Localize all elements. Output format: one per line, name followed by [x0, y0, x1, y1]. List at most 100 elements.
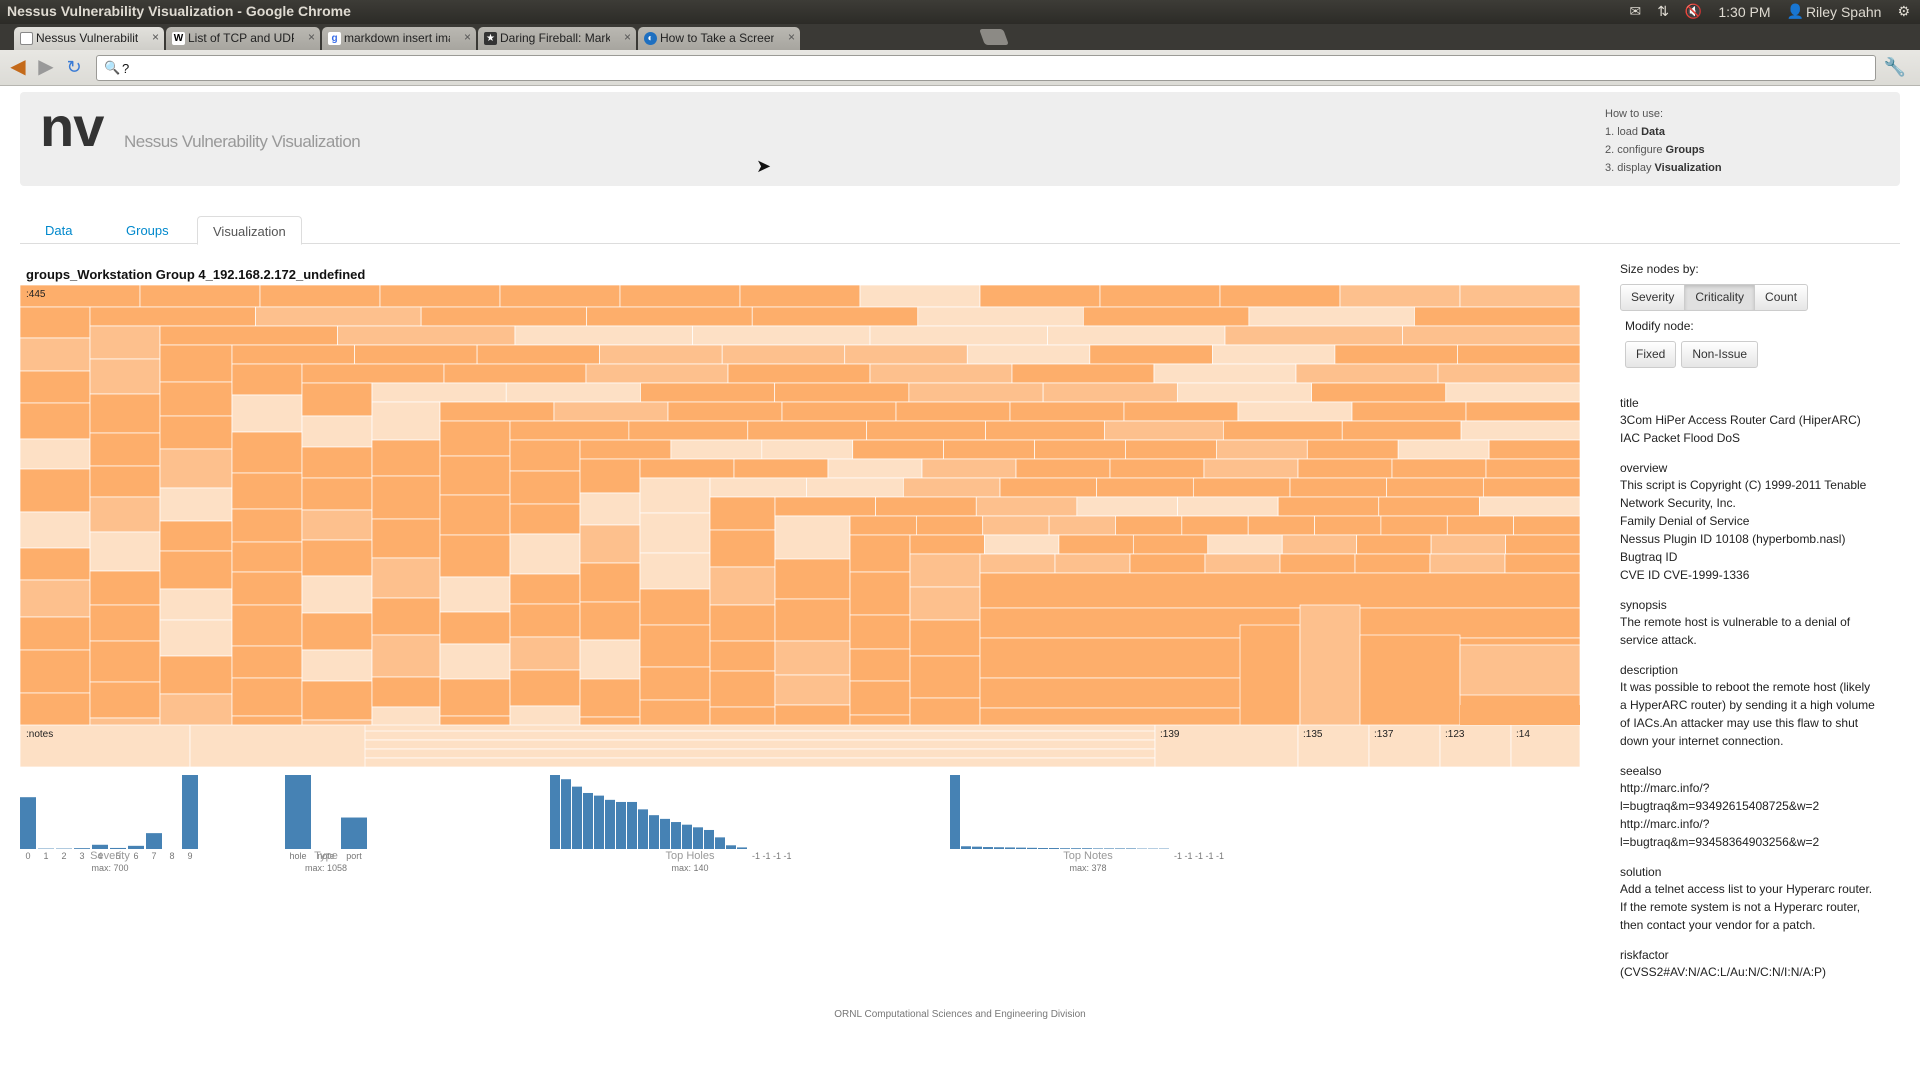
non-issue-button[interactable]: Non-Issue	[1681, 341, 1759, 368]
size-criticality-button[interactable]: Criticality	[1684, 284, 1756, 311]
user-icon[interactable]: 👤	[1786, 3, 1804, 19]
chart-bar[interactable]	[1082, 848, 1092, 849]
wrench-icon[interactable]: 🔧	[1883, 57, 1906, 77]
chart-bar[interactable]	[550, 775, 560, 849]
chart-bar[interactable]	[972, 846, 982, 849]
treemap-cell	[1009, 401, 1125, 422]
chart-bar[interactable]	[682, 824, 692, 849]
chart-bar[interactable]	[341, 817, 367, 849]
close-icon[interactable]: ×	[463, 30, 471, 44]
address-bar[interactable]: 🔍 ?	[96, 55, 1876, 81]
chart-bar[interactable]	[983, 847, 993, 849]
treemap-cell	[739, 285, 861, 308]
size-severity-button[interactable]: Severity	[1620, 284, 1686, 311]
chart-bar[interactable]	[110, 847, 126, 849]
treemap[interactable]	[20, 285, 1580, 725]
treemap-cell	[1082, 306, 1250, 327]
treemap-label-14: :14	[1516, 729, 1530, 740]
gear-icon[interactable]: ⚙	[1897, 3, 1910, 19]
treemap-cell	[371, 439, 441, 477]
size-count-button[interactable]: Count	[1754, 284, 1809, 311]
chart-bar[interactable]	[704, 829, 714, 849]
clock[interactable]: 1:30 PM	[1718, 3, 1771, 20]
chart-bar[interactable]	[693, 827, 703, 849]
chart-bar[interactable]	[285, 775, 311, 849]
chart-bar[interactable]	[1126, 848, 1136, 849]
treemap-cell	[301, 509, 373, 541]
chart-bar[interactable]	[715, 837, 725, 849]
mail-icon[interactable]: ✉	[1629, 3, 1642, 19]
chart-bar[interactable]	[182, 775, 198, 849]
treemap-cell	[827, 458, 923, 479]
network-icon[interactable]: ⇅	[1657, 3, 1669, 19]
chart-bar[interactable]	[660, 818, 670, 849]
chart-bar[interactable]	[1005, 847, 1015, 849]
tab-data[interactable]: Data	[45, 223, 73, 238]
treemap-cell	[1439, 725, 1512, 767]
treemap-title: groups_Workstation Group 4_192.168.2.172…	[26, 267, 366, 282]
volume-muted-icon[interactable]: 🔇	[1684, 3, 1703, 19]
chart-bar[interactable]	[638, 809, 648, 849]
treemap-cell	[1207, 534, 1283, 555]
back-arrow-icon[interactable]: ◀	[10, 56, 26, 78]
chart-bar[interactable]	[726, 845, 736, 849]
chart-bar[interactable]	[92, 844, 108, 849]
chart-bar[interactable]	[649, 815, 659, 849]
chart-bar[interactable]	[994, 847, 1004, 849]
chart-bar[interactable]	[583, 792, 593, 849]
treemap-label-139: :139	[1160, 729, 1180, 740]
treemap-bottom-cells[interactable]	[20, 725, 1580, 767]
reload-icon[interactable]: ↻	[66, 57, 82, 77]
user-name[interactable]: Riley Spahn	[1805, 3, 1882, 20]
chart-bar[interactable]	[1016, 847, 1026, 849]
browser-tab[interactable]: ★ Daring Fireball: Markdown ×	[478, 27, 636, 50]
close-icon[interactable]: ×	[151, 30, 159, 44]
close-icon[interactable]: ×	[623, 30, 631, 44]
chart-bar[interactable]	[627, 801, 637, 849]
new-tab-button[interactable]	[979, 29, 1009, 45]
chart-bar[interactable]	[1093, 848, 1103, 849]
browser-tab[interactable]: W List of TCP and UDP port n ×	[166, 27, 320, 50]
forward-arrow-icon[interactable]: ▶	[38, 56, 54, 78]
treemap-cell	[585, 363, 729, 384]
treemap-cell	[909, 553, 981, 588]
chart-bar[interactable]	[737, 847, 747, 849]
chart-bar[interactable]	[1104, 848, 1114, 849]
treemap-cell	[371, 676, 441, 708]
chart-bar[interactable]	[1049, 848, 1059, 849]
chart-bar[interactable]	[74, 848, 90, 849]
treemap-cell	[1076, 496, 1178, 517]
browser-tab[interactable]: g markdown insert image - G ×	[322, 27, 476, 50]
chart-bar[interactable]	[594, 795, 604, 849]
chart-bar[interactable]	[1071, 848, 1081, 849]
chart-bar[interactable]	[605, 799, 615, 849]
browser-tab[interactable]: Nessus Vulnerability Visua ×	[14, 27, 164, 50]
chart-bar[interactable]	[1060, 848, 1070, 849]
close-icon[interactable]: ×	[787, 30, 795, 44]
chart-bar[interactable]	[616, 801, 626, 849]
treemap-cell	[371, 401, 441, 441]
chart-bar[interactable]	[561, 779, 571, 849]
chart-bar[interactable]	[128, 845, 144, 849]
chart-bar[interactable]	[20, 797, 36, 849]
treemap-cell	[20, 649, 91, 694]
chart-bar[interactable]	[671, 822, 681, 849]
chart-bar[interactable]	[146, 833, 162, 849]
browser-tab[interactable]: ◐ How to Take a Screenshot ×	[638, 27, 800, 50]
chart-bar[interactable]	[1027, 847, 1037, 849]
treemap-cells[interactable]	[20, 285, 1580, 725]
chart-bar[interactable]	[961, 846, 971, 849]
treemap-bottom-row[interactable]	[20, 725, 1580, 767]
tab-visualization[interactable]: Visualization	[197, 216, 302, 245]
chart-bar[interactable]	[1038, 848, 1048, 849]
chart-bar[interactable]	[572, 786, 582, 849]
treemap-cell	[709, 529, 776, 568]
chart-bar[interactable]	[950, 775, 960, 849]
chart-bar[interactable]	[1115, 848, 1125, 849]
fixed-button[interactable]: Fixed	[1625, 341, 1677, 368]
tab-groups[interactable]: Groups	[126, 223, 169, 238]
top-holes-chart-max: max: 140	[671, 863, 709, 873]
treemap-cell	[20, 468, 91, 513]
close-icon[interactable]: ×	[307, 30, 315, 44]
treemap-cell	[849, 571, 911, 616]
